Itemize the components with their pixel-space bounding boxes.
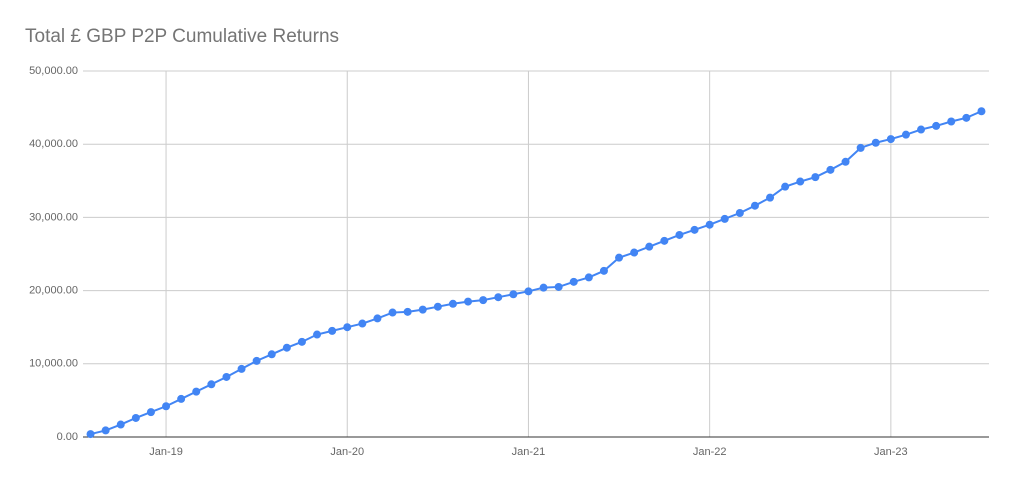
point xyxy=(781,182,790,191)
point xyxy=(901,130,910,139)
point xyxy=(162,402,171,411)
point xyxy=(494,293,503,302)
point xyxy=(615,253,624,262)
point xyxy=(358,319,367,328)
x-tick-label: Jan-23 xyxy=(874,446,908,458)
point xyxy=(796,177,805,186)
point xyxy=(690,225,699,234)
point xyxy=(947,117,956,126)
point xyxy=(554,282,563,291)
y-tick-label: 0.00 xyxy=(57,431,78,443)
y-tick-label: 50,000.00 xyxy=(29,65,78,77)
point xyxy=(826,165,835,174)
point xyxy=(131,413,140,422)
x-tick-label: Jan-22 xyxy=(693,446,727,458)
point xyxy=(977,107,986,116)
point xyxy=(252,356,261,365)
x-tick-label: Jan-20 xyxy=(330,446,364,458)
point xyxy=(856,143,865,152)
point xyxy=(720,214,729,223)
point xyxy=(373,314,382,323)
y-tick-label: 40,000.00 xyxy=(29,138,78,150)
point xyxy=(509,290,518,299)
point xyxy=(750,201,759,210)
point xyxy=(660,236,669,245)
point xyxy=(886,135,895,144)
point xyxy=(297,337,306,346)
point xyxy=(584,273,593,282)
point xyxy=(433,302,442,311)
point xyxy=(177,394,186,403)
point xyxy=(811,173,820,182)
chart-title: Total £ GBP P2P Cumulative Returns xyxy=(25,26,339,47)
x-tick-label: Jan-19 xyxy=(149,446,183,458)
point xyxy=(388,308,397,317)
point xyxy=(479,296,488,305)
point xyxy=(932,121,941,130)
point xyxy=(222,372,231,381)
point xyxy=(116,420,125,429)
point xyxy=(569,277,578,286)
point xyxy=(86,430,95,439)
point xyxy=(237,364,246,373)
y-tick-label: 20,000.00 xyxy=(29,285,78,297)
point xyxy=(599,266,608,275)
point xyxy=(207,380,216,389)
point xyxy=(313,330,322,339)
point xyxy=(403,307,412,316)
point xyxy=(343,323,352,332)
point xyxy=(630,248,639,257)
y-tick-label: 30,000.00 xyxy=(29,211,78,223)
point xyxy=(328,326,337,335)
point xyxy=(766,193,775,202)
point xyxy=(464,297,473,306)
point xyxy=(841,157,850,166)
point xyxy=(539,283,548,292)
point xyxy=(448,299,457,308)
point xyxy=(101,426,110,435)
point xyxy=(962,113,971,122)
point xyxy=(735,209,744,218)
point xyxy=(282,343,291,352)
point xyxy=(267,350,276,359)
point xyxy=(871,138,880,147)
point xyxy=(146,408,155,417)
point xyxy=(675,230,684,239)
point xyxy=(192,387,201,396)
x-tick-label: Jan-21 xyxy=(512,446,546,458)
point xyxy=(917,125,926,134)
point xyxy=(705,220,714,229)
y-tick-label: 10,000.00 xyxy=(29,358,78,370)
point xyxy=(645,242,654,251)
point xyxy=(524,287,533,296)
point xyxy=(418,305,427,314)
